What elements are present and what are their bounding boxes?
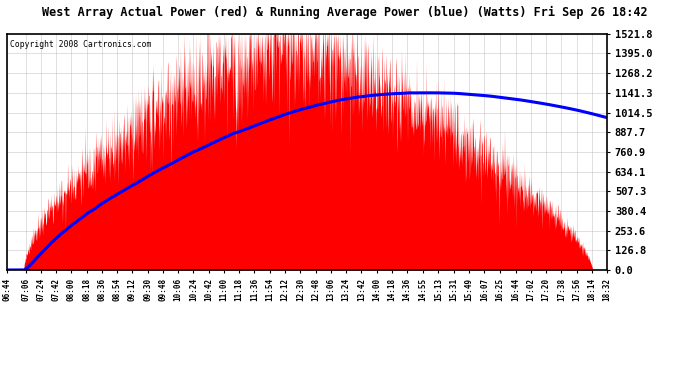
Text: Copyright 2008 Cartronics.com: Copyright 2008 Cartronics.com [10,40,151,49]
Text: West Array Actual Power (red) & Running Average Power (blue) (Watts) Fri Sep 26 : West Array Actual Power (red) & Running … [42,6,648,19]
